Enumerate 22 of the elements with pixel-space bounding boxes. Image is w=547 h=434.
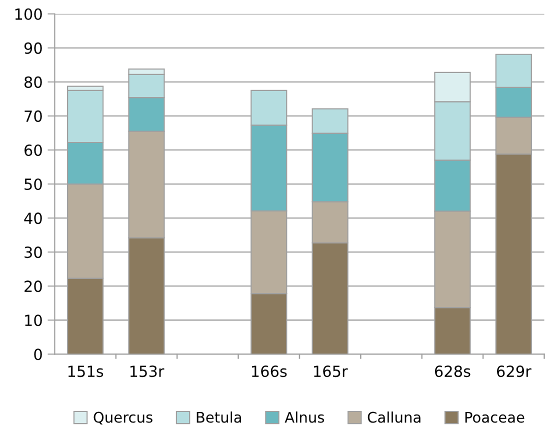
- x-tick-label: 628s: [434, 366, 470, 378]
- legend-label: Betula: [196, 412, 242, 423]
- legend-label: Calluna: [368, 412, 420, 423]
- y-tick-label: 80: [24, 76, 42, 88]
- x-tick-label: 629r: [497, 366, 532, 378]
- x-tick-label: 153r: [130, 366, 164, 378]
- legend-label: Quercus: [94, 412, 152, 424]
- y-tick-label: 50: [24, 178, 42, 190]
- x-tick-label: 151s: [68, 366, 104, 378]
- x-tick-label: 166s: [252, 366, 287, 378]
- y-tick-label: 90: [24, 42, 42, 54]
- y-tick-label: 40: [24, 212, 42, 224]
- y-tick-label: 70: [24, 110, 42, 122]
- y-tick-label: 100: [15, 8, 42, 20]
- x-tick-label: 165r: [314, 366, 348, 378]
- legend-label: Alnus: [284, 412, 324, 423]
- y-tick-label: 30: [24, 246, 42, 258]
- y-tick-label: 0: [34, 348, 42, 360]
- legend-label: Poaceae: [465, 412, 524, 423]
- y-tick-label: 10: [25, 314, 42, 326]
- y-tick-label: 60: [24, 144, 42, 156]
- y-tick-label: 20: [24, 280, 42, 292]
